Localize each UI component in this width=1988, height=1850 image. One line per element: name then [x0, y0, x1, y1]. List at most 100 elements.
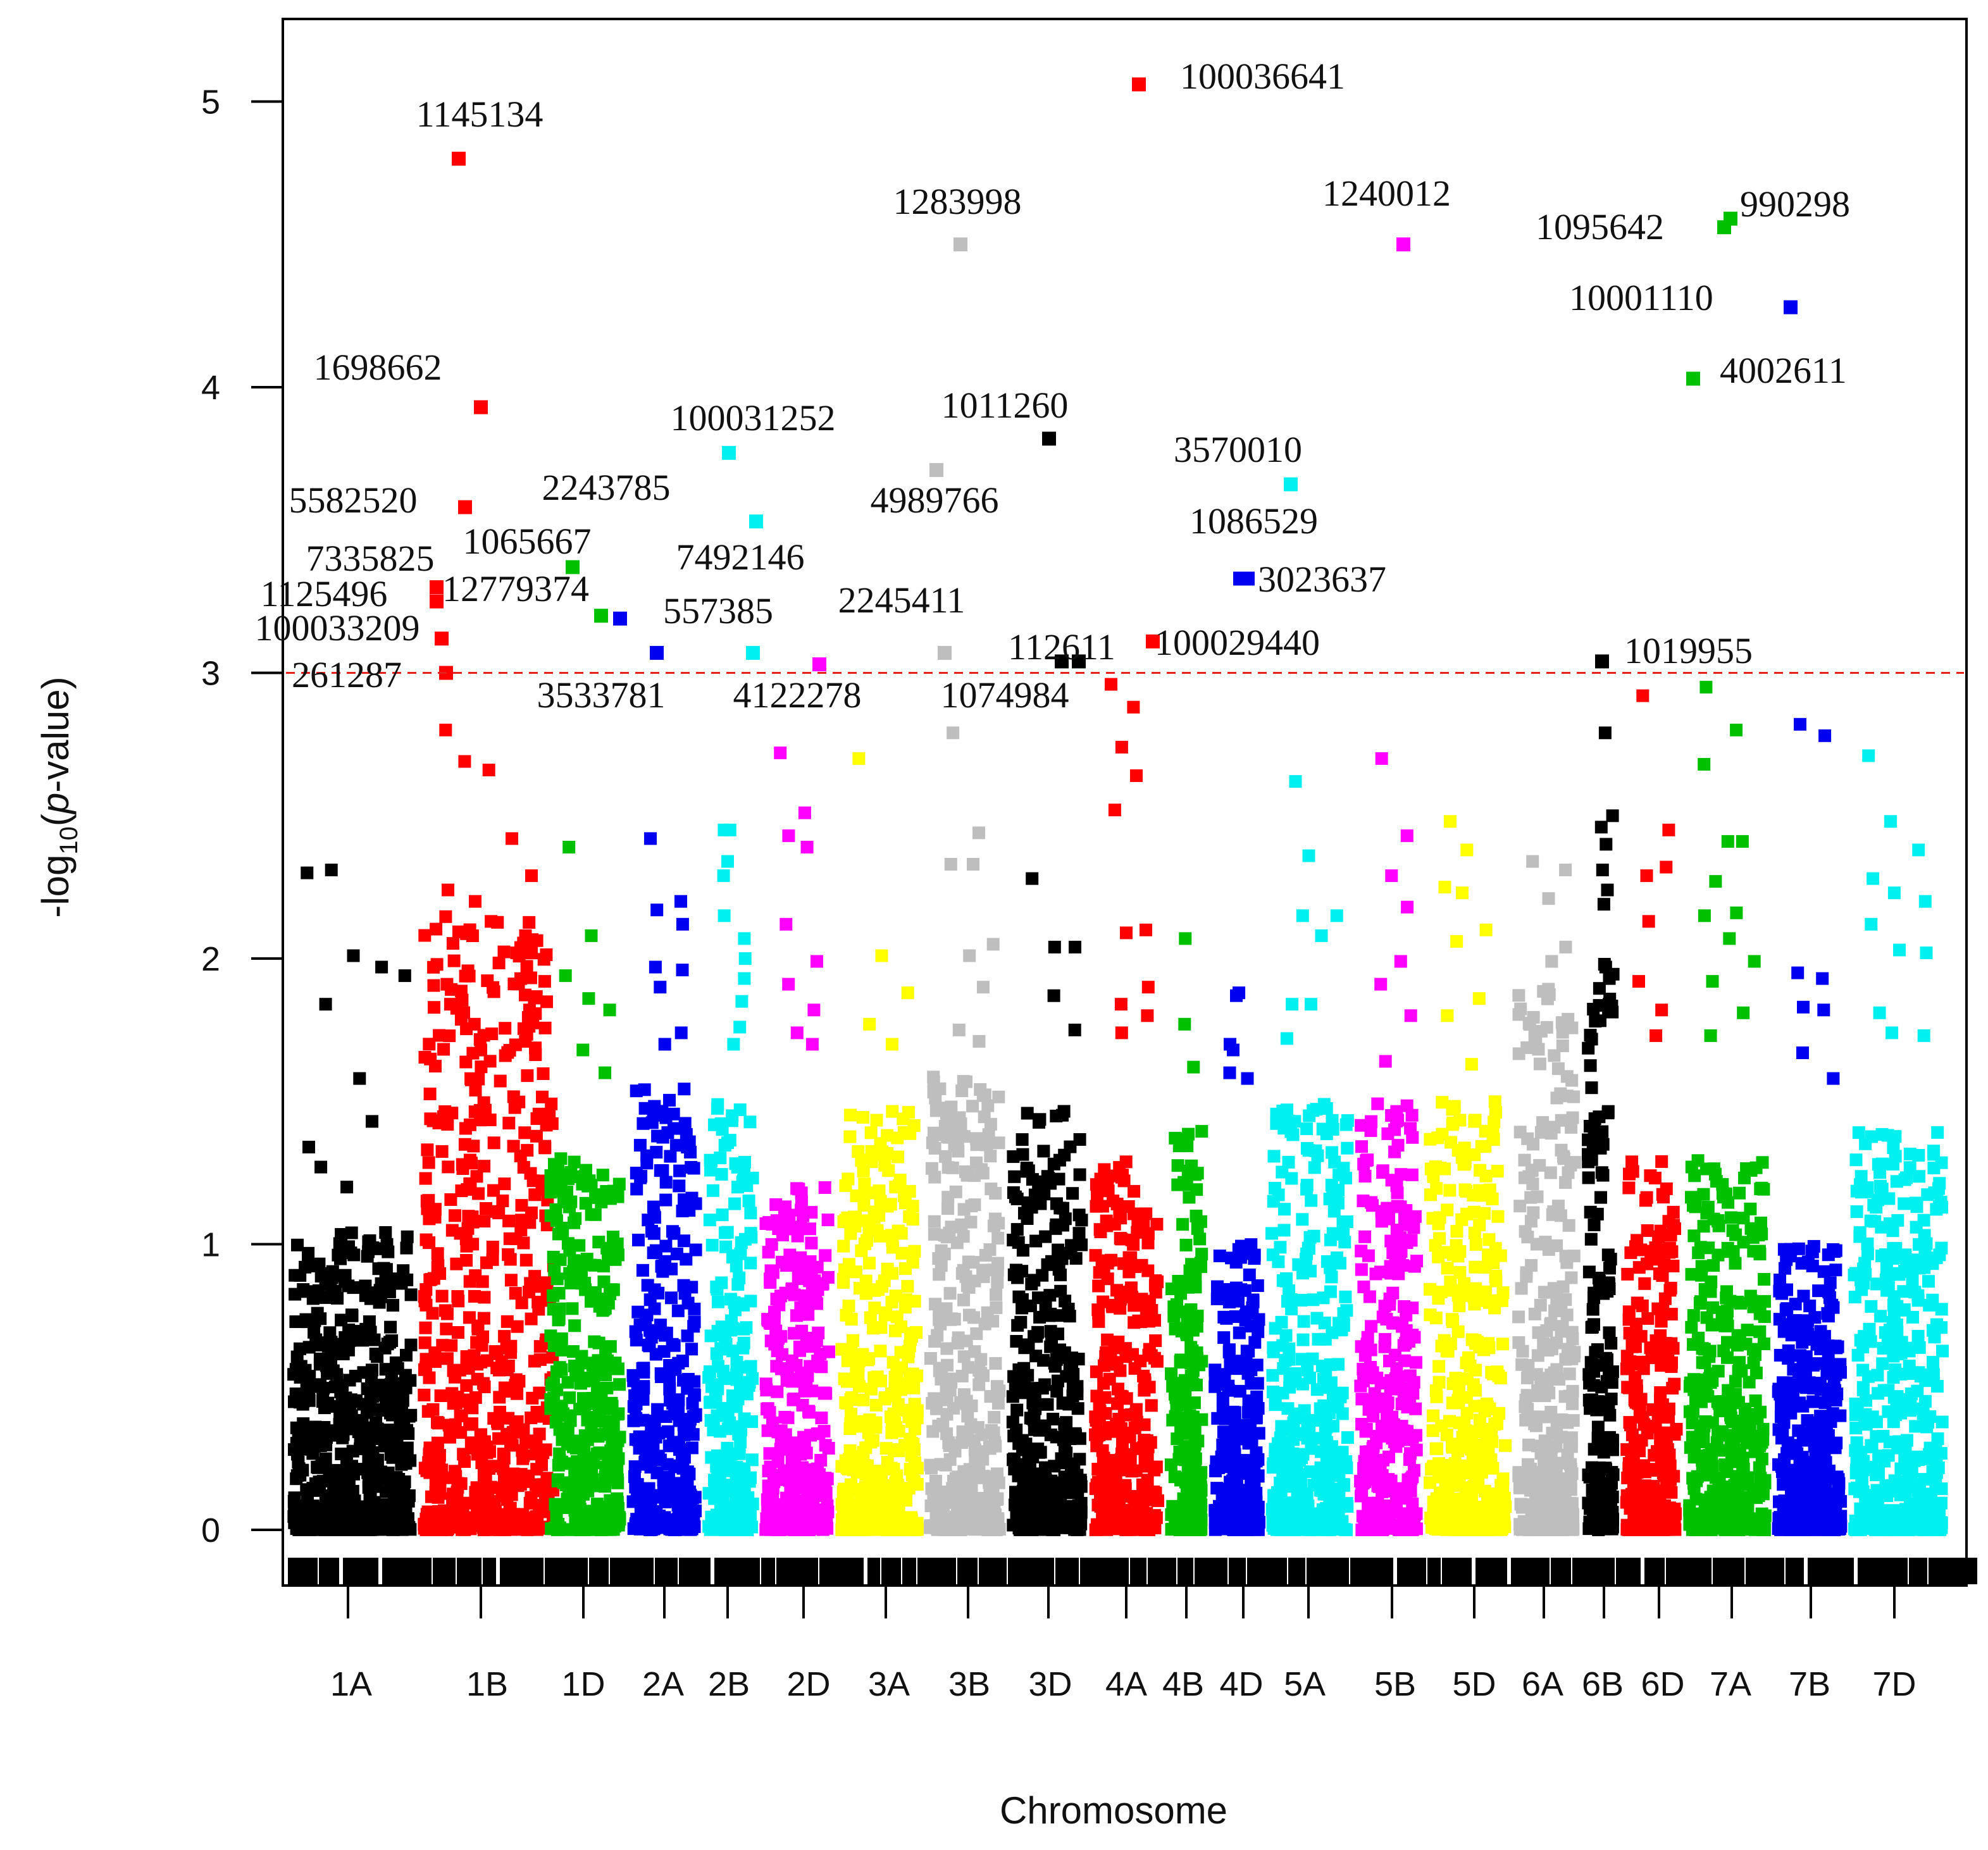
snp-point: [949, 1472, 962, 1485]
snp-point: [361, 1382, 374, 1395]
snp-point: [1016, 1148, 1029, 1161]
snp-point: [519, 988, 531, 1002]
snp-point: [886, 1356, 900, 1369]
snp-point: [1057, 1521, 1070, 1534]
snp-point: [459, 1122, 472, 1135]
snp-point: [1016, 1301, 1029, 1315]
snp-point: [772, 1222, 785, 1235]
snp-point: [780, 1259, 793, 1272]
snp-point: [491, 1415, 504, 1428]
snp-point: [926, 1396, 939, 1410]
snp-point: [1186, 1410, 1200, 1424]
snp-point: [1182, 1277, 1195, 1290]
snp-point: [1029, 1350, 1043, 1363]
snp-point: [1242, 1344, 1255, 1358]
snp-point: [1036, 1516, 1050, 1529]
snp-point: [498, 1381, 511, 1394]
snp-point: [887, 1463, 900, 1476]
snp-point: [423, 1371, 436, 1384]
snp-point: [1128, 1184, 1141, 1198]
snp-point: [474, 1114, 487, 1127]
snp-point: [655, 1370, 668, 1383]
snp-point: [836, 1276, 850, 1289]
snp-point: [597, 1428, 610, 1441]
snp-point: [1355, 1263, 1368, 1276]
snp-point: [1355, 1119, 1368, 1132]
snp-point: [1030, 1382, 1043, 1395]
snp-point: [347, 1248, 361, 1262]
snp-point: [466, 1210, 479, 1224]
snp-point: [678, 1117, 692, 1130]
snp-point: [671, 1304, 685, 1317]
snp-point: [745, 1415, 759, 1428]
snp-point: [659, 1193, 673, 1207]
snp-point: [334, 1252, 347, 1265]
snp-point: [531, 1296, 545, 1308]
snp-point: [725, 1464, 738, 1477]
snp-point: [1222, 1345, 1236, 1358]
snp-point: [939, 1150, 952, 1163]
snp-point: [1232, 1429, 1245, 1443]
snp-point: [804, 1506, 816, 1520]
snp-point: [606, 1469, 619, 1482]
snp-point: [470, 1170, 483, 1183]
snp-point: [469, 1486, 482, 1499]
snp-point: [1410, 1443, 1423, 1456]
snp-point: [1405, 1108, 1419, 1122]
snp-point: [898, 1189, 911, 1203]
snp-point: [939, 1458, 952, 1472]
snp-point: [805, 1206, 818, 1219]
snp-point: [845, 1313, 858, 1326]
snp-point: [1436, 1096, 1449, 1109]
snp-point: [1389, 1251, 1402, 1264]
snp-point: [795, 1195, 808, 1208]
snp-point: [935, 1244, 948, 1257]
snp-point: [656, 1265, 669, 1278]
snp-point: [630, 1084, 643, 1098]
snp-point: [457, 1006, 470, 1019]
snp-point: [1053, 1501, 1066, 1514]
snp-point: [402, 1410, 416, 1423]
snp-point: [988, 1411, 1001, 1424]
snp-point: [906, 1213, 919, 1226]
snp-point: [881, 1147, 894, 1160]
snp-point: [443, 1029, 456, 1043]
snp-point: [659, 1239, 673, 1253]
snp-point: [1282, 1155, 1295, 1169]
snp-point: [1302, 1241, 1315, 1255]
snp-point: [1275, 1315, 1288, 1329]
snp-point: [1333, 1469, 1346, 1482]
snp-point: [910, 1478, 924, 1491]
snp-point: [1067, 1457, 1081, 1470]
snp-point: [592, 1236, 606, 1249]
snp-point: [769, 1198, 783, 1211]
snp-point: [1369, 1267, 1382, 1281]
snp-point: [1179, 1390, 1192, 1403]
snp-point: [790, 1182, 804, 1195]
snp-point: [759, 1217, 773, 1230]
snp-point: [794, 1448, 807, 1461]
snp-point: [525, 971, 537, 984]
snp-point: [359, 1322, 373, 1336]
snp-point: [1028, 1406, 1041, 1419]
snp-point: [899, 1262, 912, 1276]
snp-point: [1050, 1385, 1064, 1398]
snp-point: [458, 1455, 471, 1468]
snp-point: [1355, 1340, 1368, 1353]
snp-point: [502, 1513, 514, 1526]
snp-point: [670, 1247, 683, 1260]
snp-point: [593, 1382, 607, 1395]
snp-point: [478, 1291, 491, 1304]
snp-point: [1101, 1177, 1114, 1191]
snp-point: [928, 1126, 940, 1139]
snp-point: [316, 1395, 329, 1408]
snp-point: [763, 1521, 776, 1534]
snp-point: [456, 1158, 469, 1171]
snp-point: [733, 1103, 747, 1116]
snp-point: [1039, 1230, 1052, 1243]
snp-point: [384, 1320, 397, 1334]
snp-point: [1033, 1310, 1047, 1324]
snp-point: [941, 1202, 954, 1215]
snp-point: [847, 1210, 860, 1224]
snp-point: [885, 1387, 898, 1400]
